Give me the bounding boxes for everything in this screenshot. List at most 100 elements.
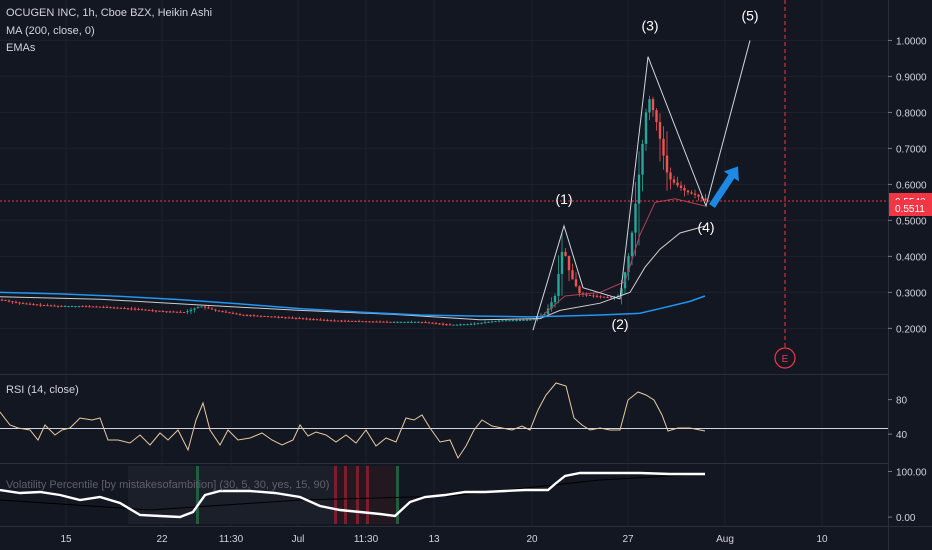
rsi-legend[interactable]: RSI (14, close) xyxy=(6,384,79,396)
rsi-tick-label: 40 xyxy=(896,430,908,441)
price-tick-label: 0.2000 xyxy=(896,324,927,335)
candle-body xyxy=(102,306,105,308)
candle-body xyxy=(480,322,483,324)
time-axis[interactable]: 15 22 11:30 Jul 11:30 13 20 27 Aug 10 xyxy=(60,534,828,545)
candle-body xyxy=(504,320,508,322)
candle-body xyxy=(39,304,42,306)
candle-body xyxy=(116,307,119,309)
price-tick-label: 1.0000 xyxy=(896,36,927,47)
candle-body xyxy=(154,310,158,312)
candle-body xyxy=(53,305,56,307)
candle-body xyxy=(263,315,266,317)
candle-body xyxy=(546,308,550,315)
rsi-line xyxy=(0,382,706,460)
candle-body xyxy=(448,324,452,326)
ma-legend[interactable]: MA (200, close, 0) xyxy=(6,25,95,37)
candle-body xyxy=(700,196,704,199)
candle-body xyxy=(627,256,630,273)
candle-body xyxy=(648,99,651,113)
ma-200-line xyxy=(0,291,706,318)
candle-body xyxy=(497,320,501,322)
candle-body xyxy=(291,317,294,319)
price-tick-label: 0.3000 xyxy=(896,288,927,299)
candle-body xyxy=(704,198,707,201)
candle-body xyxy=(634,203,637,233)
candle-body xyxy=(518,319,522,321)
candle-body xyxy=(182,311,186,313)
rsi-axis[interactable]: 80 40 xyxy=(888,396,908,442)
vol-axis[interactable]: 100.00 0.00 xyxy=(888,467,927,524)
candle-body xyxy=(455,324,459,326)
time-label: 11:30 xyxy=(219,534,244,545)
candle-body xyxy=(123,308,126,310)
candle-body xyxy=(378,321,382,323)
candle-body xyxy=(672,179,676,183)
candle-body xyxy=(308,318,312,320)
candle-body xyxy=(270,316,273,318)
candle-body xyxy=(522,319,525,321)
symbol-legend[interactable]: OCUGEN INC, 1h, Cboe BZX, Heikin Ashi xyxy=(6,7,212,19)
candle-body xyxy=(658,122,662,139)
candle-body xyxy=(476,323,480,325)
candle-body xyxy=(186,311,189,313)
candle-body xyxy=(203,306,207,308)
candle-body xyxy=(403,321,406,323)
candle-body xyxy=(200,306,203,308)
candle-body xyxy=(70,306,74,308)
candle-body xyxy=(35,304,39,306)
candle-body xyxy=(354,320,357,322)
ema-legend[interactable]: EMAs xyxy=(6,42,36,54)
vol-legend[interactable]: Volatility Percentile [by mistakesofambi… xyxy=(6,479,329,491)
price-axis[interactable]: 1.0000 0.9000 0.8000 0.7000 0.6000 0.5000 0.40… xyxy=(888,36,927,335)
vol-tick-label: 0.00 xyxy=(896,513,916,524)
candle-body xyxy=(28,303,32,305)
volatility-baseline xyxy=(0,473,706,511)
candle-body xyxy=(112,307,116,309)
candle-body xyxy=(665,155,669,173)
candle-body xyxy=(126,308,130,310)
candle-body xyxy=(210,308,214,310)
candle-body xyxy=(0,299,4,301)
candle-body xyxy=(175,311,179,313)
candle-body xyxy=(4,299,7,301)
last-close-badge xyxy=(889,200,932,217)
candle-body xyxy=(42,305,46,307)
candle-body xyxy=(280,317,284,319)
candle-body xyxy=(287,317,291,319)
candle-body xyxy=(392,321,396,323)
volatility-percentile-line xyxy=(0,471,705,519)
candle-body xyxy=(375,321,378,323)
candle-body xyxy=(693,193,697,195)
candle-body xyxy=(578,286,581,294)
candle-body xyxy=(368,321,371,323)
candle-body xyxy=(571,270,574,280)
candle-body xyxy=(109,307,112,309)
candle-body xyxy=(298,318,301,320)
arrow-body xyxy=(709,166,739,208)
candle-body xyxy=(196,306,200,309)
candle-body xyxy=(686,190,690,193)
candle-body xyxy=(417,321,420,323)
candle-body xyxy=(221,311,224,313)
candle-body xyxy=(389,321,392,323)
earnings-marker-label: E xyxy=(782,354,789,365)
candle-body xyxy=(11,301,14,303)
price-tick-label: 0.4000 xyxy=(896,252,927,263)
candle-body xyxy=(74,306,77,308)
candle-body xyxy=(193,308,196,310)
candle-body xyxy=(466,324,469,326)
earnings-marker-circle[interactable] xyxy=(774,347,796,369)
candle-body xyxy=(84,306,88,308)
candle-body xyxy=(525,319,529,321)
candle-body xyxy=(238,314,242,316)
candle-body xyxy=(697,194,700,197)
candles xyxy=(0,95,707,327)
candle-body xyxy=(567,255,571,271)
candle-body xyxy=(119,307,123,309)
candle-body xyxy=(609,297,613,299)
wave-label: (3) xyxy=(641,18,658,34)
candle-body xyxy=(60,305,63,307)
candle-body xyxy=(312,319,315,321)
candle-body xyxy=(406,321,410,323)
